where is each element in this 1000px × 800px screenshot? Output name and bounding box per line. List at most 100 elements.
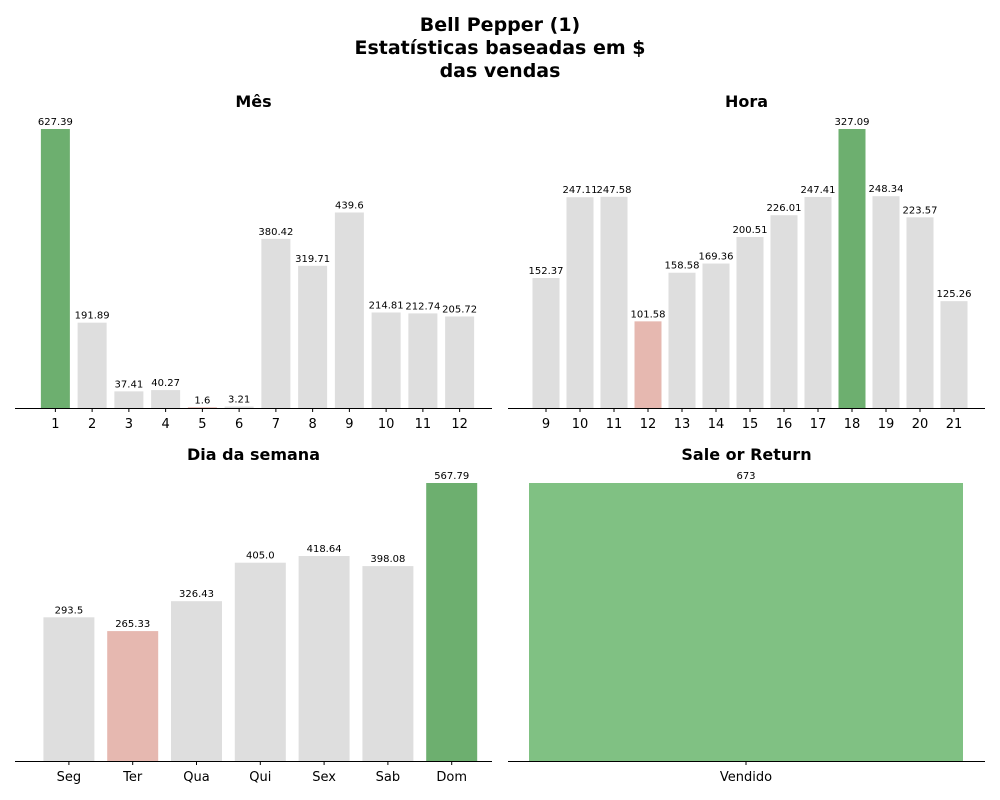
data-label: 567.79 <box>434 471 469 482</box>
bar <box>371 312 401 408</box>
bar <box>107 631 159 761</box>
x-tick-label: 10 <box>572 417 589 432</box>
chart-panel-3: Dia da semana 293.5 Seg 265.33 Ter 326.43 Qua 4… <box>15 445 492 785</box>
data-label: 125.26 <box>937 289 972 300</box>
data-label: 327.09 <box>835 117 870 128</box>
bar <box>838 129 866 408</box>
x-tick-label: 12 <box>640 417 657 432</box>
bar <box>872 196 900 408</box>
bar <box>224 406 254 408</box>
bar <box>298 556 350 761</box>
data-label: 101.58 <box>631 309 666 320</box>
x-tick-label: Sex <box>312 770 336 785</box>
x-tick-label: Qui <box>249 770 271 785</box>
data-label: 152.37 <box>529 266 564 277</box>
data-label: 673 <box>736 471 755 482</box>
bar <box>426 483 478 761</box>
data-label: 212.74 <box>405 301 440 312</box>
data-label: 405.0 <box>246 551 275 562</box>
x-tick-label: 12 <box>451 417 468 432</box>
bar <box>334 212 364 408</box>
data-label: 418.64 <box>307 544 342 555</box>
data-label: 627.39 <box>38 117 73 128</box>
bar <box>187 407 217 408</box>
x-tick-label: Sab <box>376 770 400 785</box>
x-tick-label: 21 <box>946 417 963 432</box>
bar <box>408 313 438 408</box>
chart-title: Mês <box>235 92 271 111</box>
data-label: 247.11 <box>563 185 598 196</box>
bar <box>770 215 798 408</box>
bar <box>298 265 328 408</box>
bar <box>261 238 291 408</box>
data-label: 169.36 <box>699 252 734 263</box>
data-label: 248.34 <box>869 184 904 195</box>
x-tick-label: 20 <box>912 417 929 432</box>
x-tick-label: 14 <box>708 417 725 432</box>
x-tick-label: 5 <box>198 417 206 432</box>
x-tick-label: 8 <box>308 417 316 432</box>
x-tick-label: 15 <box>742 417 759 432</box>
bar <box>634 321 662 408</box>
bar <box>151 390 181 408</box>
data-label: 380.42 <box>258 227 293 238</box>
figure-title-line-1: Bell Pepper (1) <box>419 14 581 36</box>
x-tick-label: 18 <box>844 417 861 432</box>
x-tick-label: 13 <box>674 417 691 432</box>
data-label: 326.43 <box>179 589 214 600</box>
bar <box>77 322 107 408</box>
chart-panel-4: Sale or Return 673 Vendido <box>508 445 985 785</box>
x-tick-label: 1 <box>51 417 59 432</box>
bar <box>940 301 968 408</box>
chart-panel-2: Hora 152.37 9 247.11 10 247.58 11 101.58 12 158.5… <box>508 92 985 432</box>
bar <box>43 617 95 761</box>
x-tick-label: 11 <box>415 417 432 432</box>
x-tick-label: Ter <box>122 770 143 785</box>
bar <box>804 196 832 408</box>
data-label: 158.58 <box>665 261 700 272</box>
data-label: 319.71 <box>295 254 330 265</box>
x-tick-label: Dom <box>436 770 467 785</box>
data-label: 200.51 <box>733 225 768 236</box>
data-label: 398.08 <box>370 554 405 565</box>
x-tick-label: 7 <box>272 417 280 432</box>
data-label: 265.33 <box>115 619 150 630</box>
data-label: 247.41 <box>801 185 836 196</box>
x-tick-label: 17 <box>810 417 827 432</box>
data-label: 226.01 <box>767 203 802 214</box>
x-tick-label: 4 <box>161 417 169 432</box>
x-tick-label: 16 <box>776 417 793 432</box>
chart-title: Hora <box>725 92 768 111</box>
bar <box>532 278 560 408</box>
bar <box>40 129 70 408</box>
x-tick-label: 19 <box>878 417 895 432</box>
chart-title: Dia da semana <box>187 445 320 464</box>
x-tick-label: Qua <box>183 770 209 785</box>
data-label: 293.5 <box>55 605 84 616</box>
x-tick-label: 6 <box>235 417 243 432</box>
bar <box>171 601 222 761</box>
figure-title-line-3: das vendas <box>439 60 561 82</box>
x-tick-label: Vendido <box>720 770 772 785</box>
figure-title: Bell Pepper (1) Estatísticas baseadas em… <box>0 14 1000 83</box>
data-label: 40.27 <box>151 378 180 389</box>
x-tick-label: 2 <box>88 417 96 432</box>
data-label: 1.6 <box>194 395 210 406</box>
x-tick-label: Seg <box>57 770 82 785</box>
figure-title-line-2: Estatísticas baseadas em $ <box>354 37 646 59</box>
data-label: 3.21 <box>228 395 250 406</box>
data-label: 223.57 <box>903 205 938 216</box>
x-tick-label: 3 <box>125 417 133 432</box>
bar <box>114 391 144 408</box>
x-tick-label: 9 <box>542 417 550 432</box>
bar <box>600 196 628 408</box>
data-label: 205.72 <box>442 305 477 316</box>
chart-title: Sale or Return <box>681 445 811 464</box>
bar <box>702 263 730 408</box>
data-label: 214.81 <box>369 300 404 311</box>
x-tick-label: 9 <box>345 417 353 432</box>
chart-panel-1: Mês 627.39 1 191.89 2 37.41 3 40.27 4 1.6 5 3.21 6 38… <box>15 92 492 432</box>
x-tick-label: 10 <box>378 417 395 432</box>
data-label: 247.58 <box>597 185 632 196</box>
